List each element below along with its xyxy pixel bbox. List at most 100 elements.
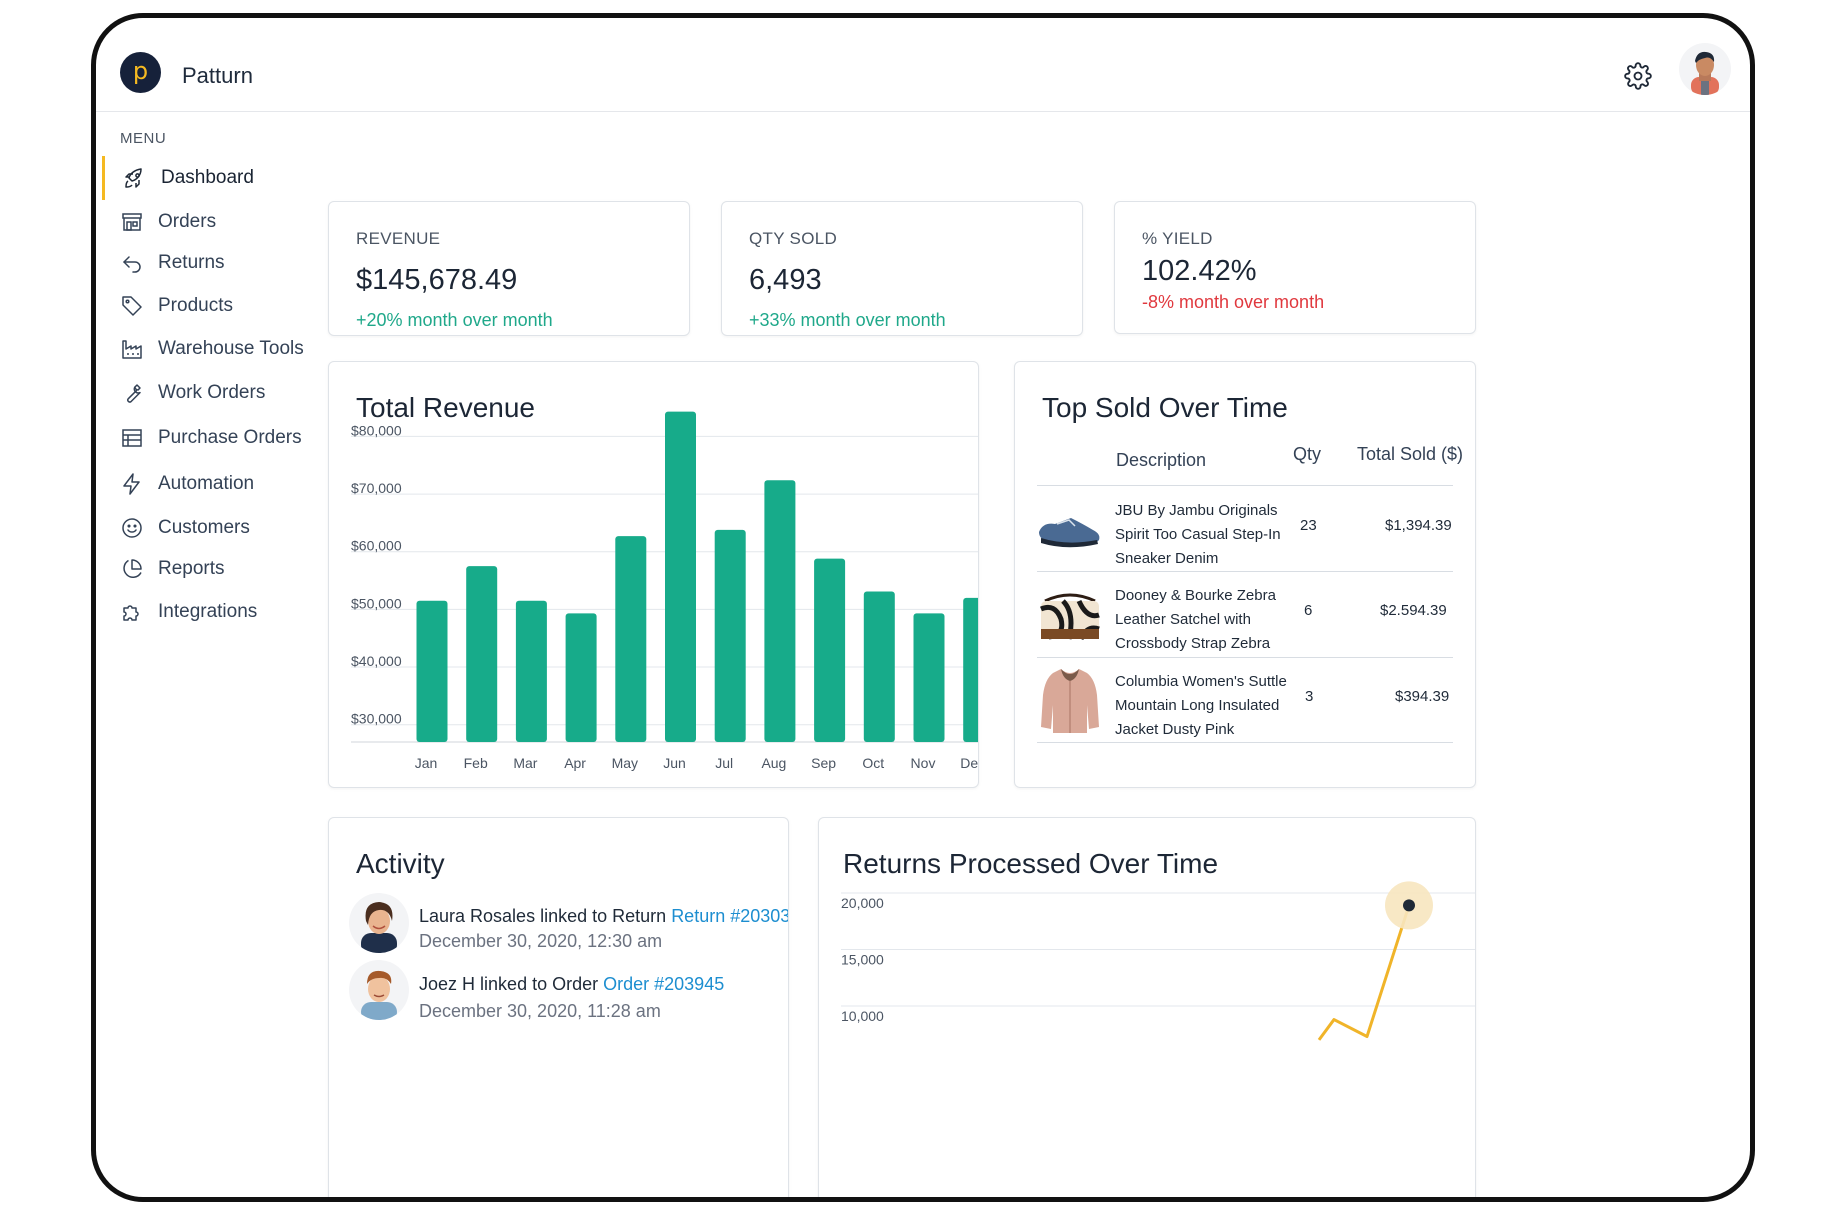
activity-actor[interactable]: Joez H [419,974,476,994]
sidebar-item-label: Returns [158,252,225,273]
activity-link[interactable]: Return #20303 [671,906,789,926]
revenue-bar-chart: $30,000 $40,000 $50,000 $60,000 $70,000 $80,0… [351,411,979,771]
x-tick-label: Jul [715,755,733,771]
stat-label: QTY SOLD [749,229,838,248]
table-divider [1037,657,1453,658]
activity-avatar[interactable] [349,960,409,1020]
bar [714,529,746,742]
product-total: $2.594.39 [1380,602,1447,619]
sidebar-item-dashboard[interactable]: Dashboard [102,156,332,200]
gear-icon[interactable] [1624,62,1652,90]
sidebar-item-reports[interactable]: Reports [102,547,332,591]
table-divider [1037,742,1453,743]
sidebar-item-purchase-orders[interactable]: Purchase Orders [102,416,332,460]
sidebar-item-label: Dashboard [161,167,254,188]
activity-card: Activity Laura Rosales linked to Return … [328,817,789,1197]
puzzle-icon [123,605,139,621]
smiley-icon [122,518,142,538]
x-tick-label: Oct [862,755,884,771]
bar [466,566,498,742]
sidebar-item-automation[interactable]: Automation [102,462,332,506]
activity-verb: linked to Return [540,906,667,926]
x-tick-label: Dec [960,755,979,771]
stat-label: % YIELD [1142,229,1213,248]
top-sold-card: Top Sold Over Time Description Qty Total… [1014,361,1476,788]
stat-value: 6,493 [749,264,822,296]
table-icon [122,429,142,447]
sidebar-item-orders[interactable]: Orders [102,200,332,244]
sidebar-item-integrations[interactable]: Integrations [102,590,332,634]
lightning-icon [123,473,140,495]
x-tick-label: Feb [464,755,488,771]
stat-card-qty-sold: QTY SOLD 6,493 +33% month over month [721,201,1083,336]
y-tick-label: $60,000 [351,538,402,554]
y-tick-label: 20,000 [841,895,884,911]
stat-card-yield: % YIELD 102.42% -8% month over month [1114,201,1476,334]
sidebar-item-label: Work Orders [158,382,266,403]
sidebar-item-customers[interactable]: Customers [102,506,332,550]
activity-verb: linked to Order [480,974,599,994]
bar [565,613,597,742]
bar [515,600,547,742]
return-arrow-icon [123,256,141,273]
pie-chart-icon [123,559,142,579]
revenue-chart-title: Total Revenue [356,392,536,423]
sidebar-item-label: Reports [158,558,225,579]
y-tick-label: 10,000 [841,1008,884,1024]
product-total: $394.39 [1395,688,1450,705]
returns-line-chart: 10,000 15,000 20,000 [841,881,1475,1041]
sidebar-item-label: Products [158,295,233,316]
product-description: Dooney & Bourke Zebra Leather Satchel wi… [1115,587,1276,652]
sidebar-item-work-orders[interactable]: Work Orders [102,371,332,415]
handbag-image [1035,579,1105,649]
column-header-total[interactable]: Total Sold ($) [1357,444,1464,464]
product-qty: 3 [1305,688,1314,705]
sidebar-item-label: Customers [158,517,250,538]
sidebar-item-label: Integrations [158,601,258,622]
sidebar-item-products[interactable]: Products [102,284,332,328]
activity-link[interactable]: Order #203945 [603,974,725,994]
menu-title: MENU [120,130,167,147]
table-divider [1037,571,1453,572]
column-header-description[interactable]: Description [1116,450,1207,470]
brand-logo[interactable]: p [120,52,161,93]
activity-text: Laura Rosales linked to Return Return #2… [419,906,789,927]
activity-avatar[interactable] [349,893,409,953]
column-header-qty[interactable]: Qty [1293,444,1322,464]
y-tick-label: $50,000 [351,595,402,611]
bar [416,600,448,742]
stat-value: 102.42% [1142,255,1257,287]
app-window: p Patturn MENU Dashboard Orders R [91,13,1755,1202]
storefront-icon [122,213,142,231]
sidebar-item-label: Orders [158,211,217,232]
bar [764,480,796,742]
bar [913,613,945,742]
brand-name[interactable]: Patturn [182,63,253,88]
top-sold-title: Top Sold Over Time [1042,392,1288,423]
product-total: $1,394.39 [1385,517,1452,534]
x-tick-label: Nov [911,755,936,771]
user-avatar[interactable] [1679,43,1731,95]
table-divider [1037,485,1453,486]
factory-icon [122,340,142,359]
tag-icon [122,296,142,316]
product-description: Columbia Women's Suttle Mountain Long In… [1115,673,1287,738]
sidebar-item-label: Warehouse Tools [158,338,304,359]
sneaker-image [1035,494,1105,564]
stat-card-revenue: REVENUE $145,678.49 +20% month over mont… [328,201,690,336]
sidebar-item-label: Automation [158,473,255,494]
sidebar-item-warehouse-tools[interactable]: Warehouse Tools [102,327,332,371]
activity-timestamp: December 30, 2020, 11:28 am [419,1001,661,1021]
jacket-image [1035,665,1105,735]
returns-chart-card: Returns Processed Over Time 10,000 15,000… [818,817,1476,1197]
product-description: JBU By Jambu Originals Spirit Too Casual… [1115,502,1281,567]
bar [665,411,696,742]
x-tick-label: Jun [663,755,686,771]
product-qty: 23 [1300,517,1317,534]
x-tick-label: May [612,755,638,771]
sidebar-item-returns[interactable]: Returns [102,241,332,285]
y-tick-label: 15,000 [841,952,884,968]
activity-actor[interactable]: Laura Rosales [419,906,536,926]
top-bar: p Patturn [96,18,1750,112]
stat-change: +33% month over month [749,310,946,330]
